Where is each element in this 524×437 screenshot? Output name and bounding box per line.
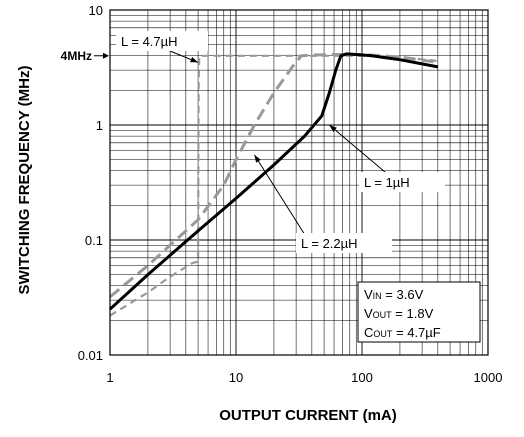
label-box	[359, 172, 445, 192]
series-line-0	[108, 52, 439, 311]
frequency-marker: 4MHz	[61, 49, 109, 63]
label-text: L = 2.2µH	[301, 236, 358, 251]
series-labels: L = 4.7µH L = 1µH L = 2.2µH	[116, 31, 445, 253]
label-text: L = 4.7µH	[121, 34, 178, 49]
marker-label: 4MHz	[61, 49, 92, 63]
label-leader-line	[328, 124, 386, 173]
y-axis-title: SWITCHING FREQUENCY (MHz)	[16, 66, 33, 295]
label-leader-arrow	[254, 154, 261, 163]
x-tick-label: 10	[229, 370, 243, 385]
label-leader-arrow	[190, 57, 199, 63]
series-label-0: L = 4.7µH	[116, 31, 208, 63]
y-tick-label: 10	[89, 3, 103, 18]
y-tick-label: 1	[96, 118, 103, 133]
x-axis-title: OUTPUT CURRENT (mA)	[219, 407, 397, 424]
plot-frame	[109, 9, 489, 356]
y-tick-label: 0.01	[78, 348, 103, 363]
x-tick-label: 1000	[474, 370, 503, 385]
series-layer	[108, 52, 439, 317]
conditions-box: VIN = 3.6V VOUT = 1.8V COUT = 4.7µF	[357, 281, 481, 343]
label-leader-arrow	[329, 125, 337, 132]
condition-vin: VIN = 3.6V	[364, 287, 424, 302]
conditions-box-frame	[357, 281, 481, 343]
label-leader-line	[253, 154, 306, 236]
x-tick-label: 100	[351, 370, 373, 385]
condition-cout: COUT = 4.7µF	[364, 325, 441, 340]
condition-vout: VOUT = 1.8V	[364, 306, 434, 321]
y-tick-label: 0.1	[85, 233, 103, 248]
label-text: L = 1µH	[364, 175, 410, 190]
marker-arrow-head	[103, 52, 109, 59]
label-box	[296, 233, 392, 253]
tick-labels: 1 10 100 1000 0.01 0.1 1 10	[78, 3, 503, 385]
plot-border	[109, 9, 489, 356]
x-tick-label: 1	[106, 370, 113, 385]
series-label-1: L = 1µH	[328, 124, 445, 192]
series-label-2: L = 2.2µH	[253, 154, 392, 253]
label-box	[116, 31, 208, 51]
